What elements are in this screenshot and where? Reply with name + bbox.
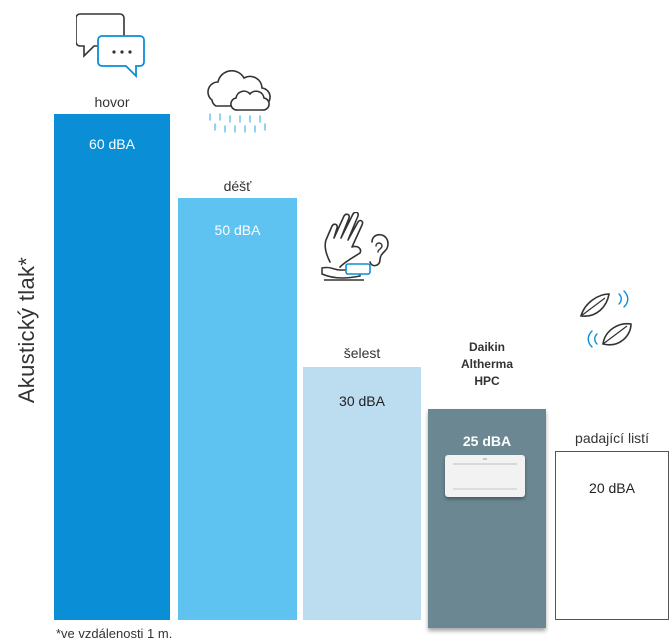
bar-daikin-altherma-hpc: 25 dBA bbox=[428, 409, 546, 628]
falling-leaves-icon bbox=[579, 290, 632, 348]
value-label-dest: 50 dBA bbox=[214, 222, 261, 238]
category-label-dest: déšť bbox=[223, 178, 252, 194]
bar-padajici-listi: 20 dBA bbox=[555, 451, 669, 620]
chat-bubbles-icon bbox=[76, 13, 145, 79]
hand-ear-icon bbox=[321, 212, 389, 281]
value-label-padajici-listi: 20 dBA bbox=[589, 480, 635, 496]
footnote: *ve vzdálenosti 1 m. bbox=[56, 626, 173, 641]
value-label-hovor: 60 dBA bbox=[89, 136, 135, 152]
bar-hovor: 60 dBA bbox=[54, 114, 170, 620]
value-label-daikin-altherma-hpc: 25 dBA bbox=[462, 433, 512, 449]
bar-dest: 50 dBA bbox=[178, 198, 297, 620]
category-label-hovor: hovor bbox=[94, 94, 130, 110]
category-label-daikin-altherma-hpc: Daikin Altherma HPC bbox=[460, 340, 513, 388]
bar-selest: 30 dBA bbox=[303, 367, 421, 620]
rain-cloud-icon bbox=[207, 70, 271, 133]
y-axis-label: Akustický tlak* bbox=[14, 256, 39, 404]
category-label-padajici-listi: padající listí bbox=[575, 430, 649, 446]
category-label-selest: šelest bbox=[343, 345, 381, 361]
indoor-unit-icon bbox=[445, 455, 525, 497]
value-label-selest: 30 dBA bbox=[339, 393, 385, 409]
